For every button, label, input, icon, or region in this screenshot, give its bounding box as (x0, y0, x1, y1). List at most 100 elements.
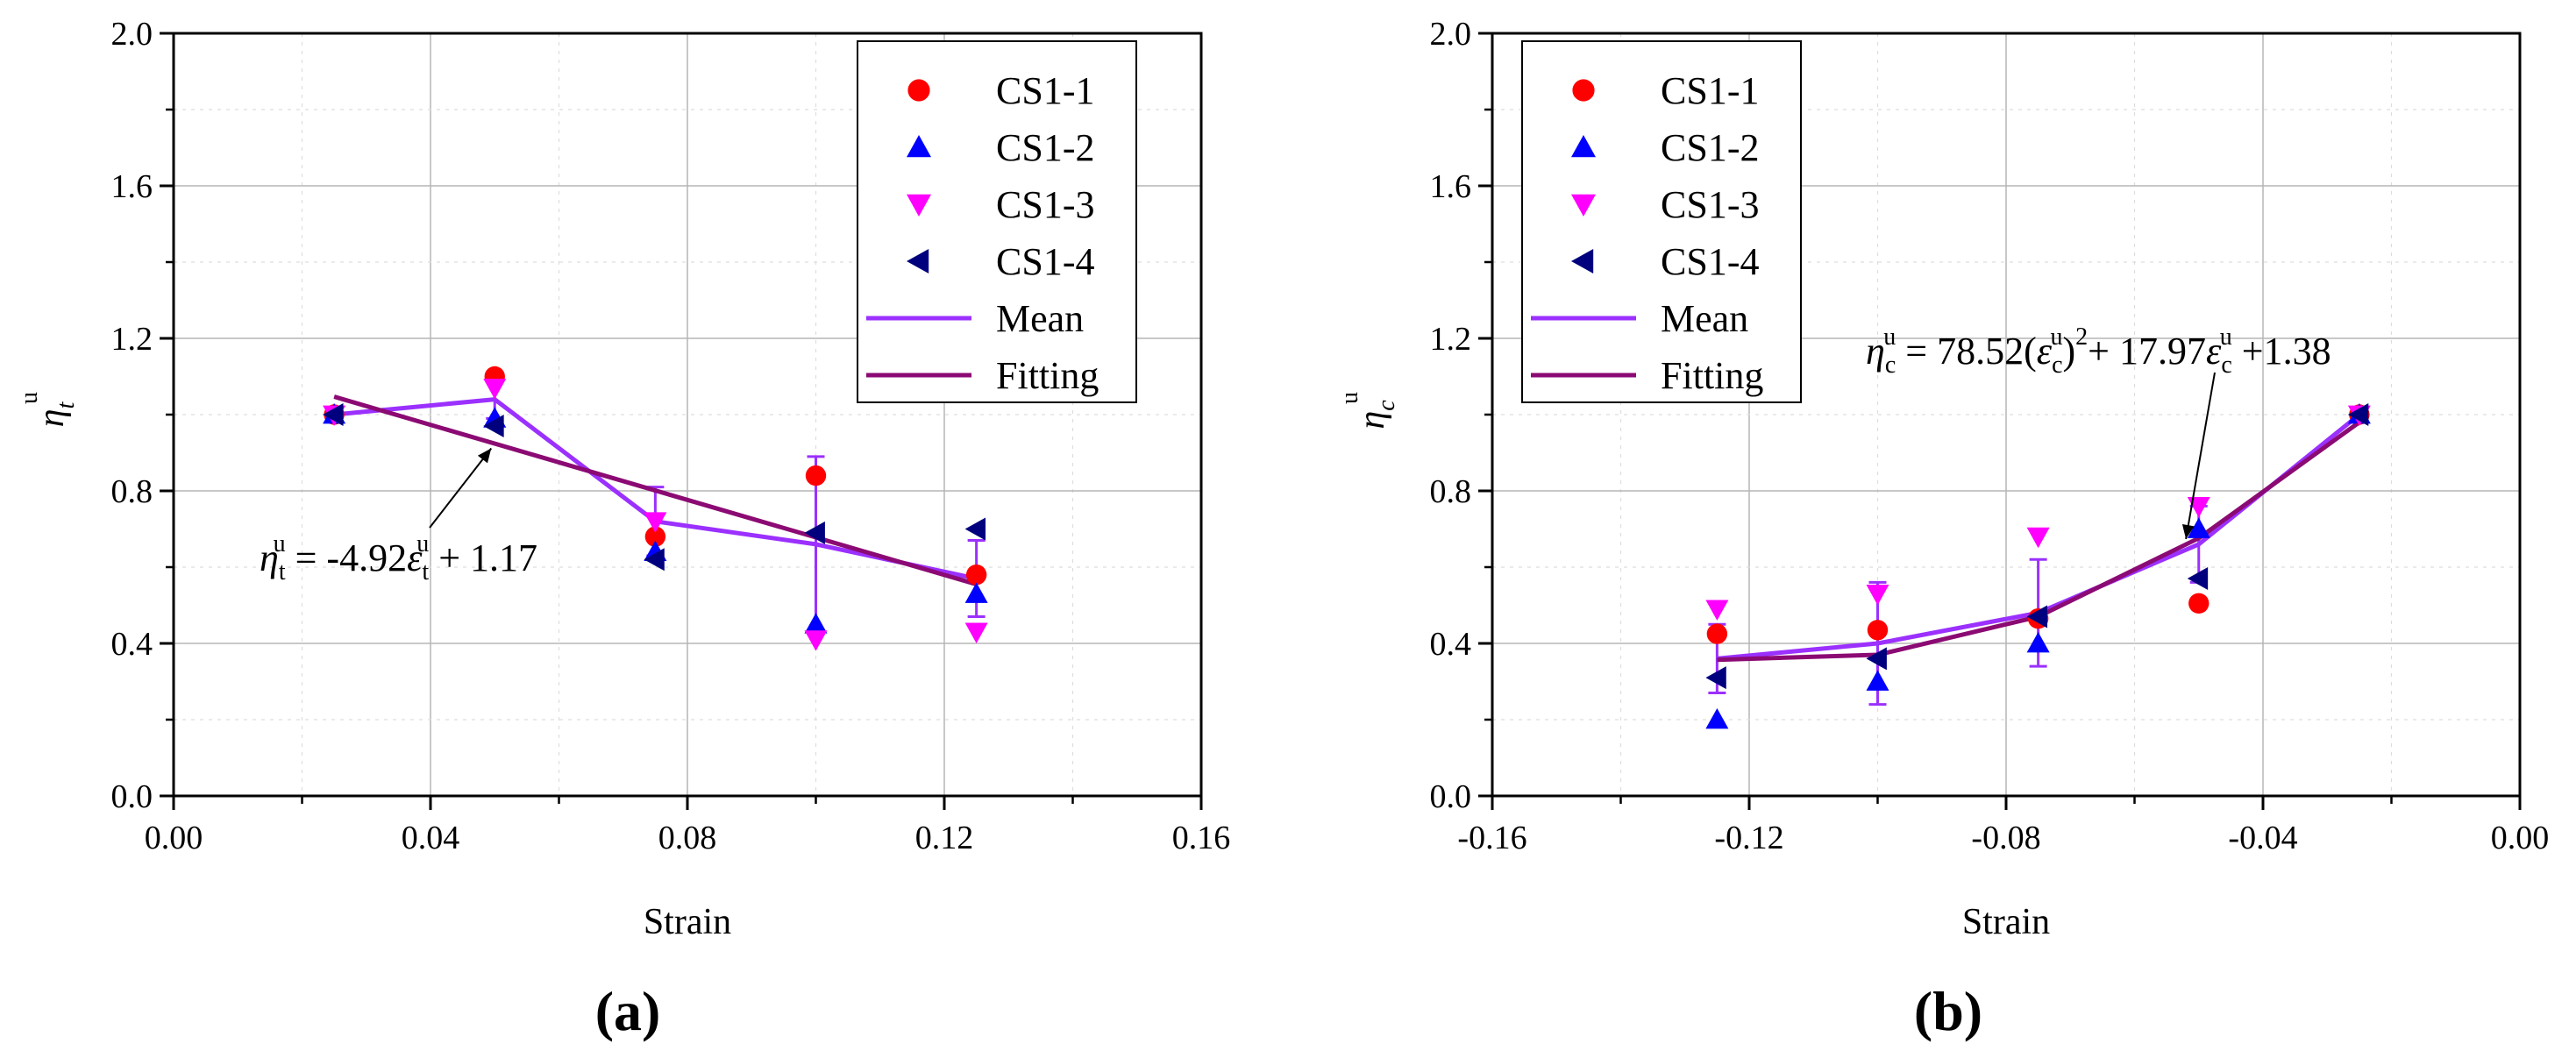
legend-label: Fitting (1661, 354, 1763, 397)
legend-label: CS1-4 (996, 240, 1094, 283)
y-tick-label: 1.2 (1430, 321, 1472, 358)
data-point-cs1-1 (644, 526, 666, 547)
data-point-cs1-4 (1705, 666, 1726, 690)
data-point-cs1-3 (644, 512, 667, 533)
legend-a: CS1-1 CS1-2 CS1-3 CS1-4 Mean Fitting (857, 40, 1137, 403)
legend-swatch-cs1-3 (907, 194, 931, 217)
axis-ticks-a: 0.00 0.04 0.08 0.12 0.16 0.0 0.4 0.8 1.2 1.6 2.0 (111, 16, 1231, 856)
y-tick-label: 1.6 (111, 168, 153, 205)
legend-label: Fitting (996, 354, 1099, 397)
legend-swatch-cs1-1 (1572, 79, 1595, 102)
legend-swatch-cs1-2 (907, 135, 931, 158)
panel-label-a: (a) (595, 980, 661, 1042)
data-point-cs1-4 (804, 521, 825, 544)
legend-swatch-cs1-4 (907, 249, 929, 273)
legend-swatch-cs1-3 (1571, 194, 1596, 217)
data-point-cs1-1 (1867, 620, 1889, 641)
y-tick-label: 2.0 (1430, 16, 1472, 53)
markers-b (1705, 403, 2371, 729)
y-axis-label-b: ηc (1352, 400, 1400, 430)
x-tick-label: 0.00 (2491, 820, 2550, 856)
legend-box-a (857, 40, 1137, 403)
legend-b: CS1-1 CS1-2 CS1-3 CS1-4 Mean Fitting (1521, 40, 1802, 403)
y-tick-label: 0.4 (111, 626, 153, 663)
annotation-arrow-b (2185, 372, 2216, 540)
legend-swatch-cs1-1 (907, 79, 930, 102)
data-point-cs1-3 (2026, 527, 2050, 549)
data-point-cs1-4 (2347, 403, 2369, 426)
legend-label: CS1-1 (996, 69, 1094, 112)
series-line-fitting (333, 394, 978, 586)
data-point-cs1-1 (805, 465, 827, 486)
legend-box-b (1521, 40, 1802, 403)
x-axis-label-a: Strain (644, 902, 731, 942)
data-point-cs1-1 (2188, 593, 2210, 614)
fit-equation-b: ηcu = 78.52(εcu)2+ 17.97εcu +1.38 (1866, 323, 2331, 540)
svg-text:ηtu = -4.92εtu + 1.17: ηtu = -4.92εtu + 1.17 (260, 530, 537, 586)
axis-ticks-b: -0.16 -0.12 -0.08 -0.04 0.00 0.0 0.4 0.8 1.2 1.6 2… (1430, 16, 2550, 856)
legend-label: CS1-3 (1661, 183, 1759, 226)
error-bars-a (486, 379, 986, 634)
data-point-cs1-2 (1705, 708, 1729, 729)
y-axis-label-sup-b: u (1336, 392, 1363, 404)
legend-label: Mean (996, 297, 1084, 340)
data-point-cs1-3 (1866, 585, 1889, 606)
x-tick-label: -0.16 (1457, 820, 1526, 856)
x-tick-label: -0.04 (2228, 820, 2297, 856)
annotation-arrowhead-a (477, 448, 492, 464)
y-axis-label-a: ηt (32, 401, 80, 427)
data-point-cs1-2 (2187, 517, 2210, 538)
data-point-cs1-4 (483, 415, 504, 438)
legend-label: CS1-2 (1661, 126, 1759, 169)
data-point-cs1-3 (964, 622, 988, 643)
data-point-cs1-4 (2187, 567, 2209, 591)
chart-panel-a: 0.00 0.04 0.08 0.12 0.16 0.0 0.4 0.8 1.2 1.6 2.0 S… (16, 16, 1230, 1042)
markers-a (323, 366, 988, 651)
legend-label: CS1-2 (996, 126, 1094, 169)
x-axis-label-b: Strain (1962, 902, 2050, 942)
y-tick-label: 2.0 (111, 16, 153, 53)
legend-swatch-cs1-2 (1571, 135, 1596, 158)
y-axis-label-sup-a: u (16, 392, 43, 404)
legend-label: CS1-3 (996, 183, 1094, 226)
data-point-cs1-2 (964, 582, 988, 603)
y-tick-label: 0.4 (1430, 626, 1472, 663)
data-point-cs1-4 (964, 517, 986, 541)
legend-label: CS1-1 (1661, 69, 1759, 112)
data-point-cs1-4 (2026, 605, 2048, 628)
data-point-cs1-3 (804, 630, 828, 651)
x-tick-label: 0.16 (1172, 820, 1231, 856)
legend-label: Mean (1661, 297, 1748, 340)
chart-panel-b: -0.16 -0.12 -0.08 -0.04 0.00 0.0 0.4 0.8 1.2 1.6 2… (1336, 16, 2549, 1042)
x-tick-label: 0.12 (915, 820, 974, 856)
x-tick-label: -0.12 (1714, 820, 1783, 856)
data-point-cs1-4 (1866, 647, 1887, 671)
svg-text:ηcu = 78.52(εcu)2+ 17.97εcu +1: ηcu = 78.52(εcu)2+ 17.97εcu +1.38 (1866, 323, 2331, 379)
x-tick-label: 0.04 (402, 820, 460, 856)
data-point-cs1-3 (1705, 600, 1729, 621)
y-tick-label: 1.6 (1430, 168, 1472, 205)
legend-swatch-cs1-4 (1571, 249, 1594, 273)
y-tick-label: 0.8 (111, 473, 153, 510)
data-point-cs1-2 (804, 613, 828, 634)
data-point-cs1-3 (483, 379, 507, 400)
x-tick-label: 0.08 (658, 820, 717, 856)
data-point-cs1-2 (1866, 670, 1889, 691)
x-tick-label: -0.08 (1971, 820, 2040, 856)
fit-equation-a: ηtu = -4.92εtu + 1.17 (260, 447, 537, 586)
data-point-cs1-2 (2026, 632, 2050, 653)
legend-label: CS1-4 (1661, 240, 1759, 283)
data-point-cs1-4 (323, 403, 344, 426)
data-point-cs1-1 (1706, 623, 1728, 644)
y-tick-label: 1.2 (111, 321, 153, 358)
y-tick-label: 0.8 (1430, 473, 1472, 510)
data-point-cs1-4 (644, 548, 665, 572)
annotation-arrow-a (429, 447, 493, 529)
y-tick-label: 0.0 (111, 778, 153, 815)
y-tick-label: 0.0 (1430, 778, 1472, 815)
annotation-arrowhead-b (2181, 523, 2195, 539)
panel-label-b: (b) (1914, 980, 1982, 1042)
data-point-cs1-1 (965, 565, 987, 586)
x-tick-label: 0.00 (145, 820, 203, 856)
